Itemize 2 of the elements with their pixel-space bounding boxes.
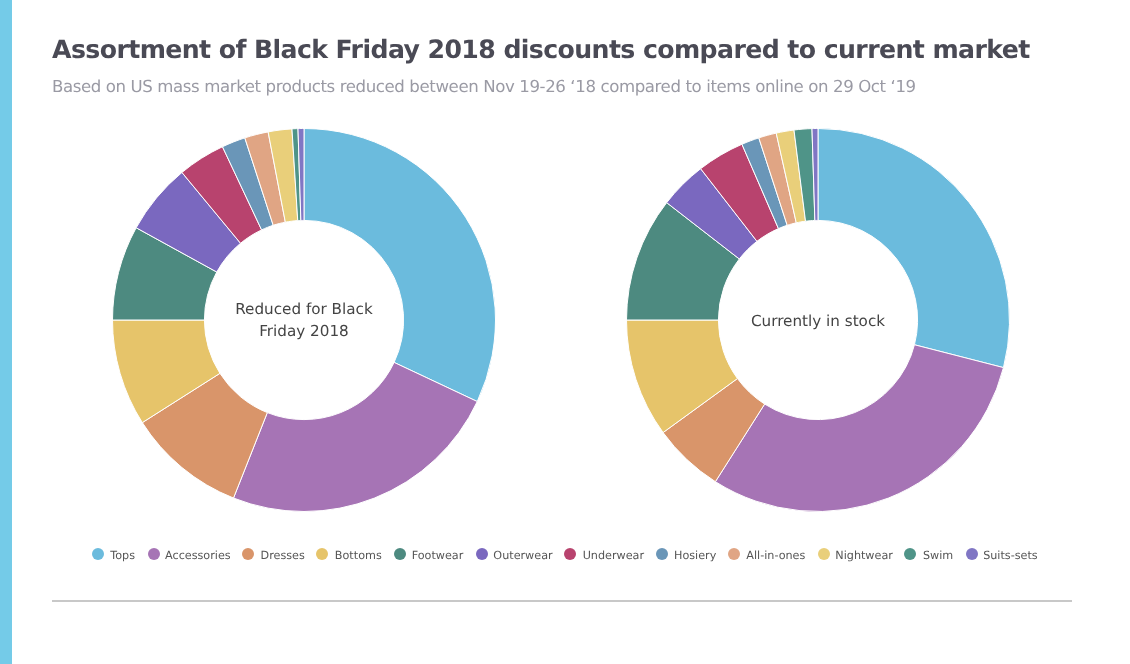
chart-subtitle: Based on US mass market products reduced between Nov 19-26 ‘18 compared to items online on 29 Oct ‘19 [52, 76, 916, 96]
chart-title: Assortment of Black Friday 2018 discounts compared to current market [52, 34, 1030, 64]
